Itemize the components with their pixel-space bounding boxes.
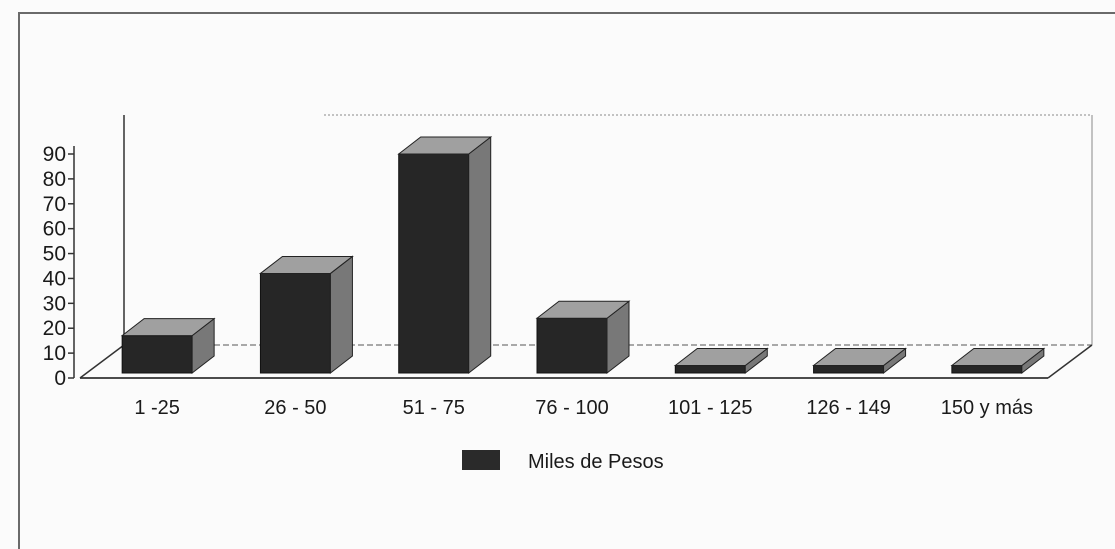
bar [950, 347, 1046, 375]
floor-right-edge [1047, 344, 1093, 379]
bar-side [468, 135, 492, 375]
bar-top [535, 300, 631, 319]
y-tick-label: 10 [43, 342, 66, 365]
bar-front [951, 365, 1023, 374]
x-tick-label: 26 - 50 [264, 397, 326, 419]
bar [258, 255, 354, 375]
chart-walls [73, 114, 1093, 379]
y-tick-label: 30 [43, 292, 66, 315]
bar-front [813, 365, 885, 374]
y-tick-label: 0 [54, 367, 66, 390]
x-tick-label: 101 - 125 [668, 397, 753, 419]
y-tick-label: 50 [43, 243, 66, 266]
y-tick-label: 80 [43, 168, 66, 191]
floor-left-edge [79, 344, 125, 379]
bar [397, 135, 493, 375]
bar-top [120, 318, 216, 337]
bar-front [398, 153, 470, 374]
y-tick-label: 90 [43, 143, 66, 166]
y-tick-label: 60 [43, 218, 66, 241]
bar-side [329, 255, 353, 375]
y-tick-label: 20 [43, 317, 66, 340]
bar-top [950, 348, 1046, 367]
x-axis-labels: 1 -25 26 - 50 51 - 75 76 - 100 101 - 125 126 … [134, 397, 1033, 419]
y-tick-label: 70 [43, 193, 66, 216]
bar-top [397, 136, 493, 155]
x-tick-label: 51 - 75 [403, 397, 465, 419]
frame-border-left [18, 12, 20, 549]
bar [673, 347, 769, 375]
bar [812, 347, 908, 375]
x-tick-label: 1 -25 [134, 397, 180, 419]
legend: Miles de Pesos [462, 450, 664, 473]
bar-front [259, 272, 331, 374]
bar-front [536, 317, 608, 374]
bar-top [673, 348, 769, 367]
bar [120, 317, 216, 375]
legend-label: Miles de Pesos [528, 451, 664, 473]
x-tick-label: 150 y más [941, 397, 1033, 419]
x-tick-label: 76 - 100 [535, 397, 608, 419]
legend-swatch [462, 450, 500, 470]
bar-top [258, 255, 354, 274]
x-tick-label: 126 - 149 [806, 397, 891, 419]
bar-front [674, 365, 746, 374]
bar-top [812, 348, 908, 367]
bars [120, 135, 1046, 375]
bar-front [121, 335, 193, 374]
bar [535, 300, 631, 375]
y-tick-label: 40 [43, 267, 66, 290]
frame-border-top [18, 12, 1115, 14]
